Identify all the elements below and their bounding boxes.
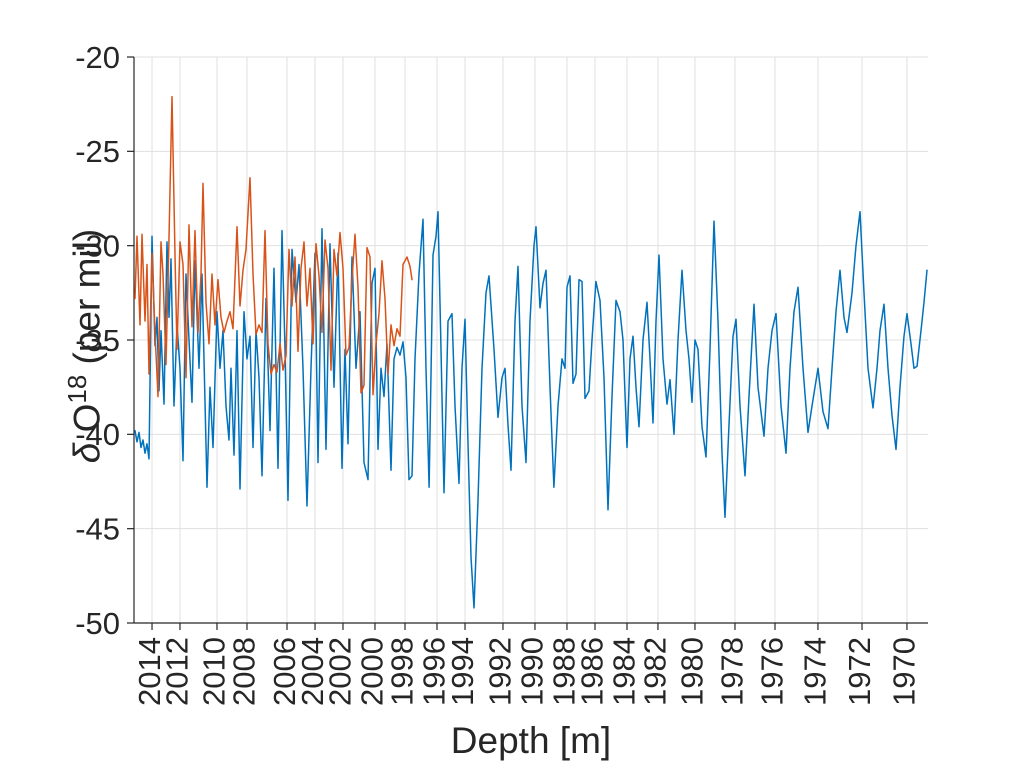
- x-axis-label: Depth [m]: [450, 720, 612, 761]
- series-blue-d18O-full-record: [134, 210, 928, 609]
- x-tick-label: 1984: [607, 637, 642, 706]
- x-tick-label: 1978: [715, 637, 750, 706]
- y-label-unit: (per mil): [66, 228, 108, 375]
- x-tick-label: 1986: [575, 637, 610, 706]
- x-tick-label: 1988: [547, 637, 582, 706]
- y-tick-label: -50: [75, 606, 120, 641]
- x-tick-label: 2012: [160, 637, 195, 706]
- x-tick-label: 1974: [798, 637, 833, 706]
- x-tick-label: 2000: [355, 637, 390, 706]
- x-tick-label: 1990: [515, 637, 550, 706]
- y-label-superscript: 18: [64, 374, 92, 404]
- x-tick-label: 2010: [197, 637, 232, 706]
- x-tick-label: 1976: [755, 637, 790, 706]
- x-tick-label: 1982: [638, 637, 673, 706]
- y-tick-label: -45: [75, 512, 120, 547]
- y-tick-label: -40: [75, 417, 120, 452]
- x-tick-label: 1996: [417, 637, 452, 706]
- y-tick-label: -20: [75, 40, 120, 75]
- x-tick-label: 2006: [267, 637, 302, 706]
- series-orange-d18O-record-ends-1998: [134, 95, 413, 398]
- x-tick-label: 1998: [385, 637, 420, 706]
- y-axis-label: δ O18 (per mil): [56, 196, 107, 496]
- y-label-species: O: [66, 403, 108, 443]
- x-tick-label: 2008: [227, 637, 262, 706]
- y-tick-label: -30: [75, 229, 120, 264]
- y-tick-label: -35: [75, 323, 120, 358]
- x-tick-label: 2004: [295, 637, 330, 706]
- delta-symbol: δ: [66, 442, 108, 464]
- x-tick-label: 1992: [483, 637, 518, 706]
- x-tick-label: 2002: [323, 637, 358, 706]
- x-tick-label: 1994: [445, 637, 480, 706]
- x-tick-label: 1980: [675, 637, 710, 706]
- x-tick-label: 2014: [132, 637, 167, 706]
- y-tick-label: -25: [75, 134, 120, 169]
- x-tick-label: 1970: [887, 637, 922, 706]
- x-tick-label: 1972: [842, 637, 877, 706]
